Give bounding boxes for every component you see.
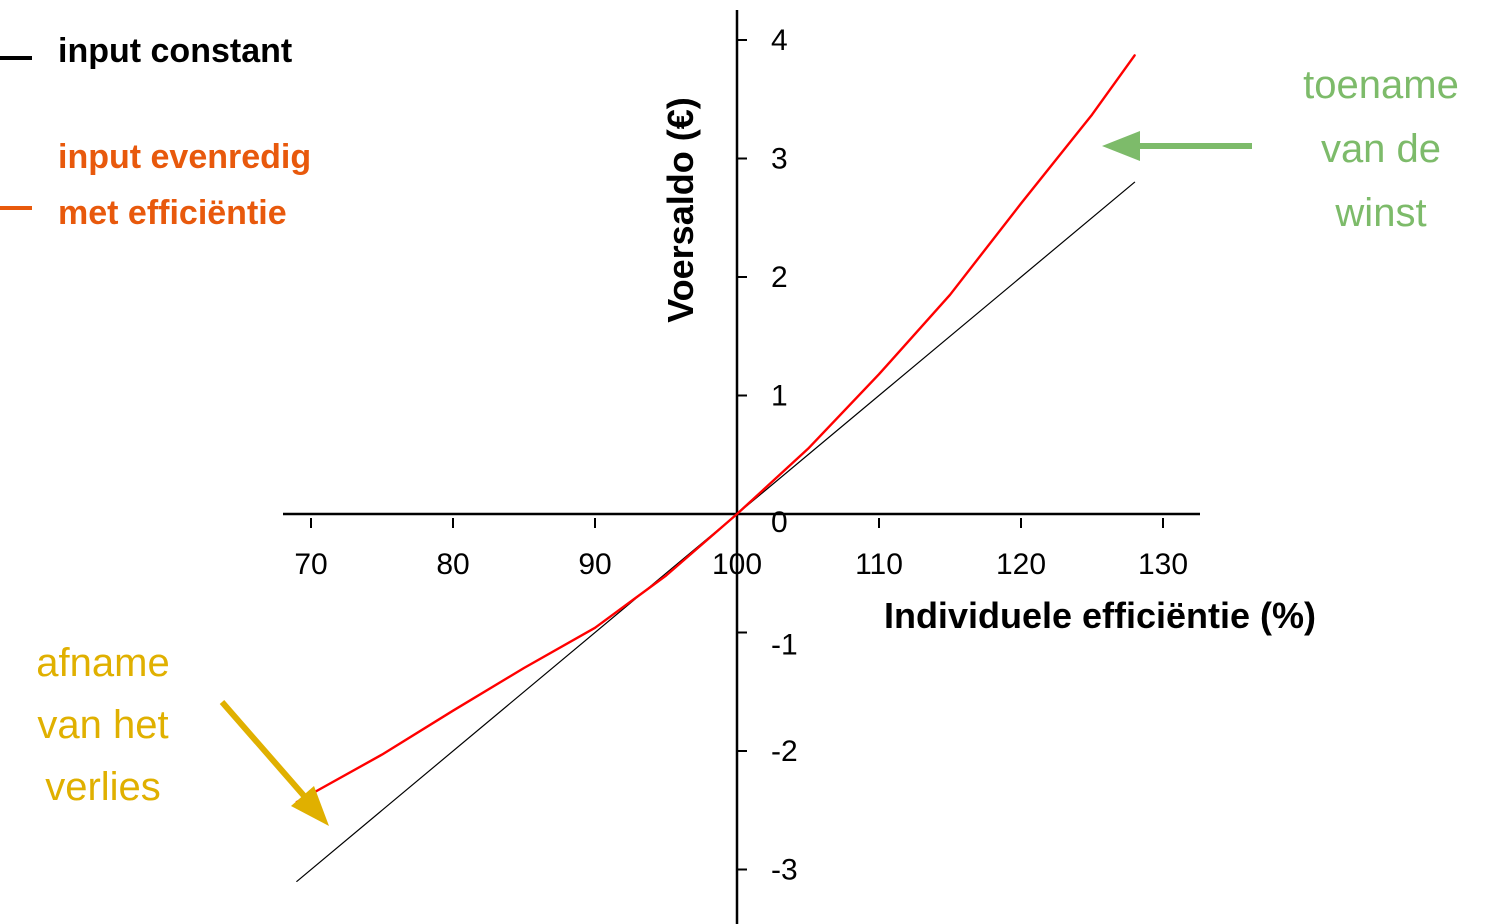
annotation-gain: toename van de winst [1102, 63, 1459, 235]
annotation-loss-line3: verlies [45, 765, 161, 809]
x-tick-label-70: 70 [294, 548, 327, 581]
ticks: 70 80 90 100 110 120 130 -3 -2 -1 0 1 2 3 4 [294, 24, 1188, 887]
legend: input constant input evenredig met effic… [0, 32, 311, 232]
axes [283, 10, 1200, 924]
y-axis-title: Voersaldo (€) [660, 97, 701, 322]
y-tick-label-1: 1 [771, 380, 788, 413]
y-tick-label-0: 0 [771, 506, 788, 539]
y-tick-label-3: 3 [771, 143, 788, 176]
legend-label-input-evenredig-line2: met efficiëntie [58, 194, 287, 232]
y-tick-label-4: 4 [771, 24, 788, 57]
y-tick-label--2: -2 [771, 735, 798, 768]
annotation-gain-line1: toename [1303, 63, 1459, 107]
legend-label-input-evenredig-line1: input evenredig [58, 138, 311, 176]
x-tick-label-120: 120 [996, 548, 1046, 581]
x-axis-title: Individuele efficiëntie (%) [884, 595, 1316, 636]
series-group [295, 54, 1136, 882]
arrow-gain-head [1102, 131, 1140, 161]
x-tick-label-90: 90 [578, 548, 611, 581]
y-tick-label-2: 2 [771, 261, 788, 294]
annotation-loss-line1: afname [36, 641, 169, 685]
annotation-loss: afname van het verlies [36, 641, 329, 826]
legend-label-input-constant: input constant [58, 32, 292, 70]
series-line-input-evenredig [295, 54, 1136, 804]
x-tick-label-100: 100 [712, 548, 762, 581]
y-tick-label--3: -3 [771, 854, 798, 887]
x-tick-label-130: 130 [1138, 548, 1188, 581]
annotation-gain-line2: van de [1321, 127, 1441, 171]
y-tick-label--1: -1 [771, 629, 798, 662]
annotation-loss-line2: van het [37, 703, 168, 747]
arrow-loss-shaft [219, 700, 308, 799]
annotation-gain-line3: winst [1334, 191, 1426, 235]
x-tick-label-110: 110 [855, 548, 903, 581]
x-tick-label-80: 80 [436, 548, 469, 581]
arrow-loss-head [291, 786, 329, 826]
